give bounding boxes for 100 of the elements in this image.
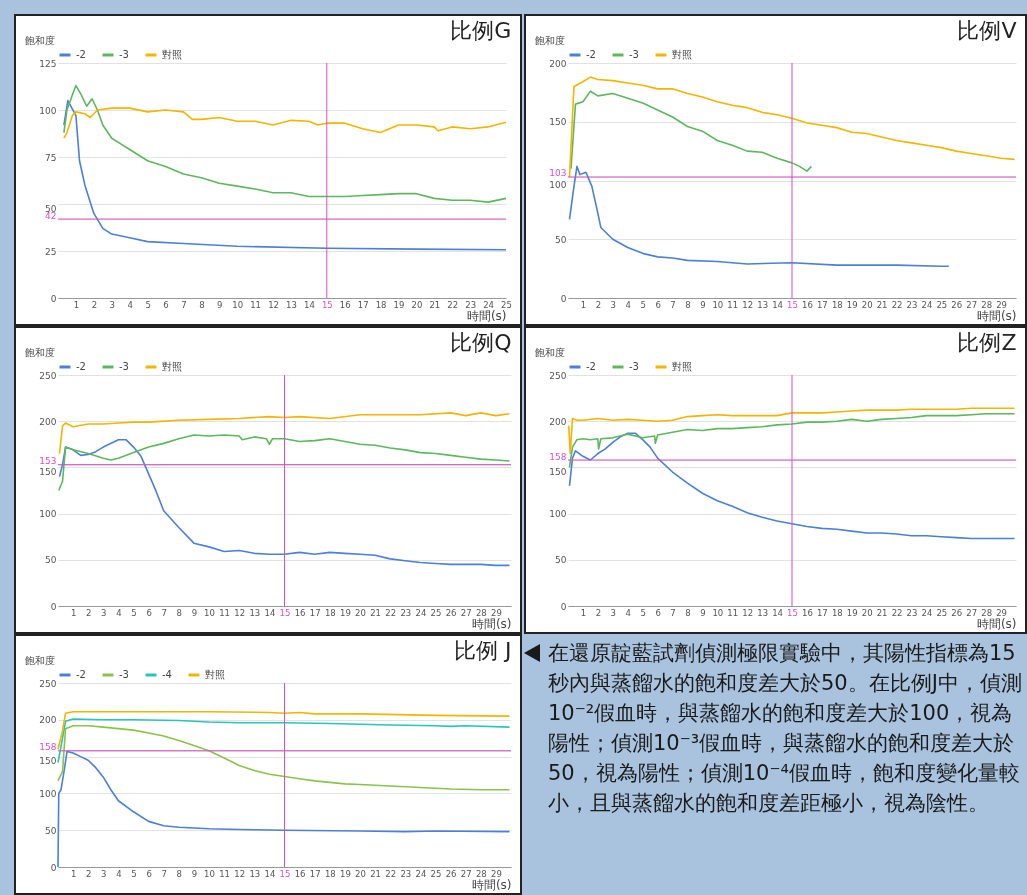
y-tick-label: 200 (39, 715, 57, 726)
legend-label: -2 (76, 49, 86, 60)
line-series (568, 413, 1016, 469)
x-tick-label: 17 (309, 868, 321, 879)
x-tick-label: 21 (370, 607, 382, 618)
x-tick-label: 11 (727, 607, 739, 618)
x-tick-label: 15 (279, 607, 291, 618)
x-tick-label: 16 (294, 607, 306, 618)
x-axis-title: 時間(s) (976, 617, 1017, 631)
y-tick-label: 125 (39, 58, 57, 69)
y-tick-label: 200 (549, 58, 567, 69)
y-tick-label: 250 (39, 678, 57, 689)
x-tick-label: 3 (101, 607, 107, 618)
x-tick-label: 22 (385, 868, 397, 879)
x-tick-label: 13 (249, 607, 261, 618)
line-series (57, 710, 511, 751)
x-tick-label: 5 (131, 607, 137, 618)
x-tick-label: 13 (286, 299, 297, 310)
x-tick-label: 17 (357, 299, 369, 310)
x-tick-label: 17 (816, 299, 828, 310)
x-tick-label: 23 (400, 607, 412, 618)
x-tick-label: 14 (264, 607, 276, 618)
x-tick-label: 15 (321, 299, 333, 310)
x-tick-label: 14 (772, 607, 783, 618)
x-tick-label: 25 (430, 607, 442, 618)
y-tick-label: 100 (39, 105, 57, 116)
y-tick-label: 50 (555, 234, 567, 245)
y-tick-label: 150 (39, 466, 57, 477)
x-tick-label: 14 (772, 299, 783, 310)
line-series (568, 432, 1016, 540)
y-tick-label: 50 (45, 825, 57, 836)
y-tick-label: 0 (50, 601, 57, 612)
x-tick-label: 10 (232, 299, 244, 310)
x-tick-label: 7 (161, 607, 167, 618)
line-series (57, 434, 511, 492)
legend-label: 對照 (205, 669, 225, 680)
x-tick-label: 10 (712, 299, 724, 310)
line-series (568, 76, 1016, 178)
x-tick-label: 12 (742, 607, 754, 618)
x-tick-label: 27 (966, 607, 978, 618)
x-tick-label: 7 (181, 299, 187, 310)
x-tick-label: 23 (906, 607, 918, 618)
x-tick-label: 22 (385, 607, 397, 618)
chart-title: 比例Q (450, 330, 512, 355)
x-tick-label: 3 (109, 299, 115, 310)
x-tick-label: 7 (670, 607, 676, 618)
x-tick-label: 18 (375, 299, 387, 310)
legend-label: -2 (586, 49, 596, 60)
x-tick-label: 2 (595, 299, 602, 310)
x-tick-label: 9 (217, 299, 223, 310)
x-tick-label: 23 (400, 868, 412, 879)
x-tick-label: 3 (101, 868, 107, 879)
x-tick-label: 19 (846, 299, 858, 310)
x-tick-label: 6 (655, 299, 661, 310)
x-tick-label: 25 (430, 868, 442, 879)
x-tick-label: 20 (861, 299, 873, 310)
legend-label: 對照 (672, 49, 692, 60)
x-tick-label: 19 (339, 607, 351, 618)
x-tick-label: 5 (131, 868, 137, 879)
x-tick-label: 5 (640, 607, 646, 618)
y-tick-label: 250 (549, 370, 567, 381)
y-tick-label: 75 (45, 152, 57, 163)
line-series (570, 90, 813, 172)
x-tick-label: 4 (116, 868, 122, 879)
y-axis-title: 飽和度 (24, 654, 55, 666)
x-tick-label: 8 (199, 299, 205, 310)
y-axis-title: 飽和度 (534, 346, 565, 358)
x-tick-label: 24 (415, 607, 427, 618)
x-tick-label: 26 (445, 868, 457, 879)
x-axis-title: 時間(s) (471, 878, 512, 892)
y-tick-label: 150 (39, 756, 57, 767)
x-tick-label: 20 (355, 607, 366, 618)
x-tick-label: 13 (249, 868, 261, 879)
x-tick-label: 8 (685, 607, 691, 618)
legend-label: -3 (629, 361, 639, 372)
x-tick-label: 14 (264, 868, 276, 879)
x-tick-label: 27 (460, 607, 472, 618)
x-tick-label: 23 (465, 299, 477, 310)
text: 在還原靛藍試劑偵測極限實驗中，其陽性指標為15秒內與蒸餾水的飽和度差大於50。在比例J中，偵測10⁻²假血時，與蒸餾水的飽和度差大於100，視為陽性；偵測10⁻³假血時，與蒸餾水的飽和度差大於50，視為陽性；偵測10⁻⁴假血時，飽和度變化量較小，且與蒸餾水的飽和度差距極小，視為陰性。 (548, 640, 1023, 817)
legend-label: -3 (119, 669, 129, 680)
x-tick-label: 12 (234, 868, 246, 879)
y-tick-label: 100 (549, 509, 567, 520)
x-tick-label: 3 (610, 607, 617, 618)
x-tick-label: 7 (161, 868, 167, 879)
x-tick-label: 2 (85, 607, 92, 618)
x-tick-label: 12 (234, 607, 246, 618)
y-tick-label: 0 (560, 601, 567, 612)
x-tick-label: 18 (324, 607, 336, 618)
line-series (57, 724, 511, 791)
x-tick-label: 16 (802, 607, 813, 618)
x-tick-label: 28 (475, 607, 487, 618)
x-tick-label: 15 (787, 607, 798, 618)
x-tick-label: 25 (936, 607, 948, 618)
legend-label: -2 (76, 669, 86, 680)
x-tick-label: 6 (146, 607, 152, 618)
x-tick-label: 18 (831, 299, 843, 310)
y-axis-title: 飽和度 (534, 34, 565, 46)
x-tick-label: 24 (921, 607, 933, 618)
ref-line-label: 103 (549, 168, 567, 179)
x-tick-label: 19 (393, 299, 405, 310)
